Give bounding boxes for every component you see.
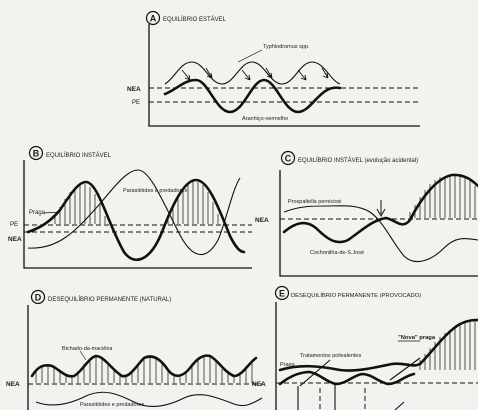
panel-b-title: EQUILÍBRIO INSTÁVEL <box>46 152 112 159</box>
panel-e: E DESEQUILÍBRIO PERMANENTE (PROVOCADO) N… <box>252 287 478 410</box>
panel-d-predator-curve <box>36 392 262 406</box>
panel-a-pest-curve <box>165 80 340 112</box>
panel-e-new-pest-label: "Nova" praga <box>398 335 436 341</box>
panel-e-new-pest-curve <box>280 320 478 371</box>
panel-d: D DESEQUILÍBRIO PERMANENTE (NATURAL) NEA <box>6 291 262 410</box>
panel-c: C EQUILÍBRIO INSTÁVEL (evolução acidenta… <box>255 152 478 277</box>
panel-a-axes <box>149 24 420 126</box>
panel-d-title: DESEQUILÍBRIO PERMANENTE (NATURAL) <box>48 296 171 303</box>
panel-e-title: DESEQUILÍBRIO PERMANENTE (PROVOCADO) <box>291 292 421 299</box>
panel-e-pest-label: Praga <box>280 362 296 368</box>
panel-d-hatch <box>36 356 252 383</box>
panel-a: A EQUILÍBRIO ESTÁVEL NEA PE Typhlodromus… <box>127 12 420 127</box>
panel-d-letter: D <box>35 293 42 303</box>
panel-e-nea-label: NEA <box>252 381 266 388</box>
panel-b-pe-label: PE <box>10 222 18 228</box>
panel-b-letter: B <box>33 149 40 159</box>
panel-e-treatment-label: Tratamentos polivalentes <box>300 353 361 359</box>
panel-a-letter: A <box>150 14 157 24</box>
panel-a-predator-leader <box>238 50 262 62</box>
panel-c-predator-label: Prospaltella perniciosi <box>288 199 342 205</box>
panel-c-letter: C <box>285 154 292 164</box>
panel-a-pe-label: PE <box>132 100 140 106</box>
panel-c-hatch <box>410 175 475 218</box>
panel-b-predator-label: Parasitóides e predadores <box>123 188 187 194</box>
panel-e-treatment-tick <box>395 402 404 410</box>
panel-d-pest-leader <box>80 351 86 360</box>
panel-d-predator-label: Parasitóides e predadores <box>80 402 144 408</box>
panel-b-pest-label: Praga <box>29 210 46 216</box>
panel-a-nea-label: NEA <box>127 86 141 93</box>
panel-c-nea-label: NEA <box>255 217 269 224</box>
panel-e-pest-curve <box>280 372 414 384</box>
panel-e-hatch <box>420 321 475 370</box>
panel-b: B EQUILÍBRIO INSTÁVEL PE NEA Praga Paras… <box>8 147 252 269</box>
panel-c-pest-label: Cochonilha-de-S.José <box>310 250 364 256</box>
panel-d-pest-label: Bichado-da-maciêira <box>62 346 113 352</box>
panel-c-title: EQUILÍBRIO INSTÁVEL (evolução acidental) <box>298 157 418 164</box>
panel-a-pest-label: Aranhiço-vermelho <box>242 116 288 122</box>
panel-a-predator-label: Typhlodromus spp. <box>263 44 310 50</box>
panel-b-nea-label: NEA <box>8 236 22 243</box>
panel-a-title: EQUILÍBRIO ESTÁVEL <box>163 16 227 23</box>
panel-d-nea-label: NEA <box>6 381 20 388</box>
panel-e-letter: E <box>279 289 285 299</box>
